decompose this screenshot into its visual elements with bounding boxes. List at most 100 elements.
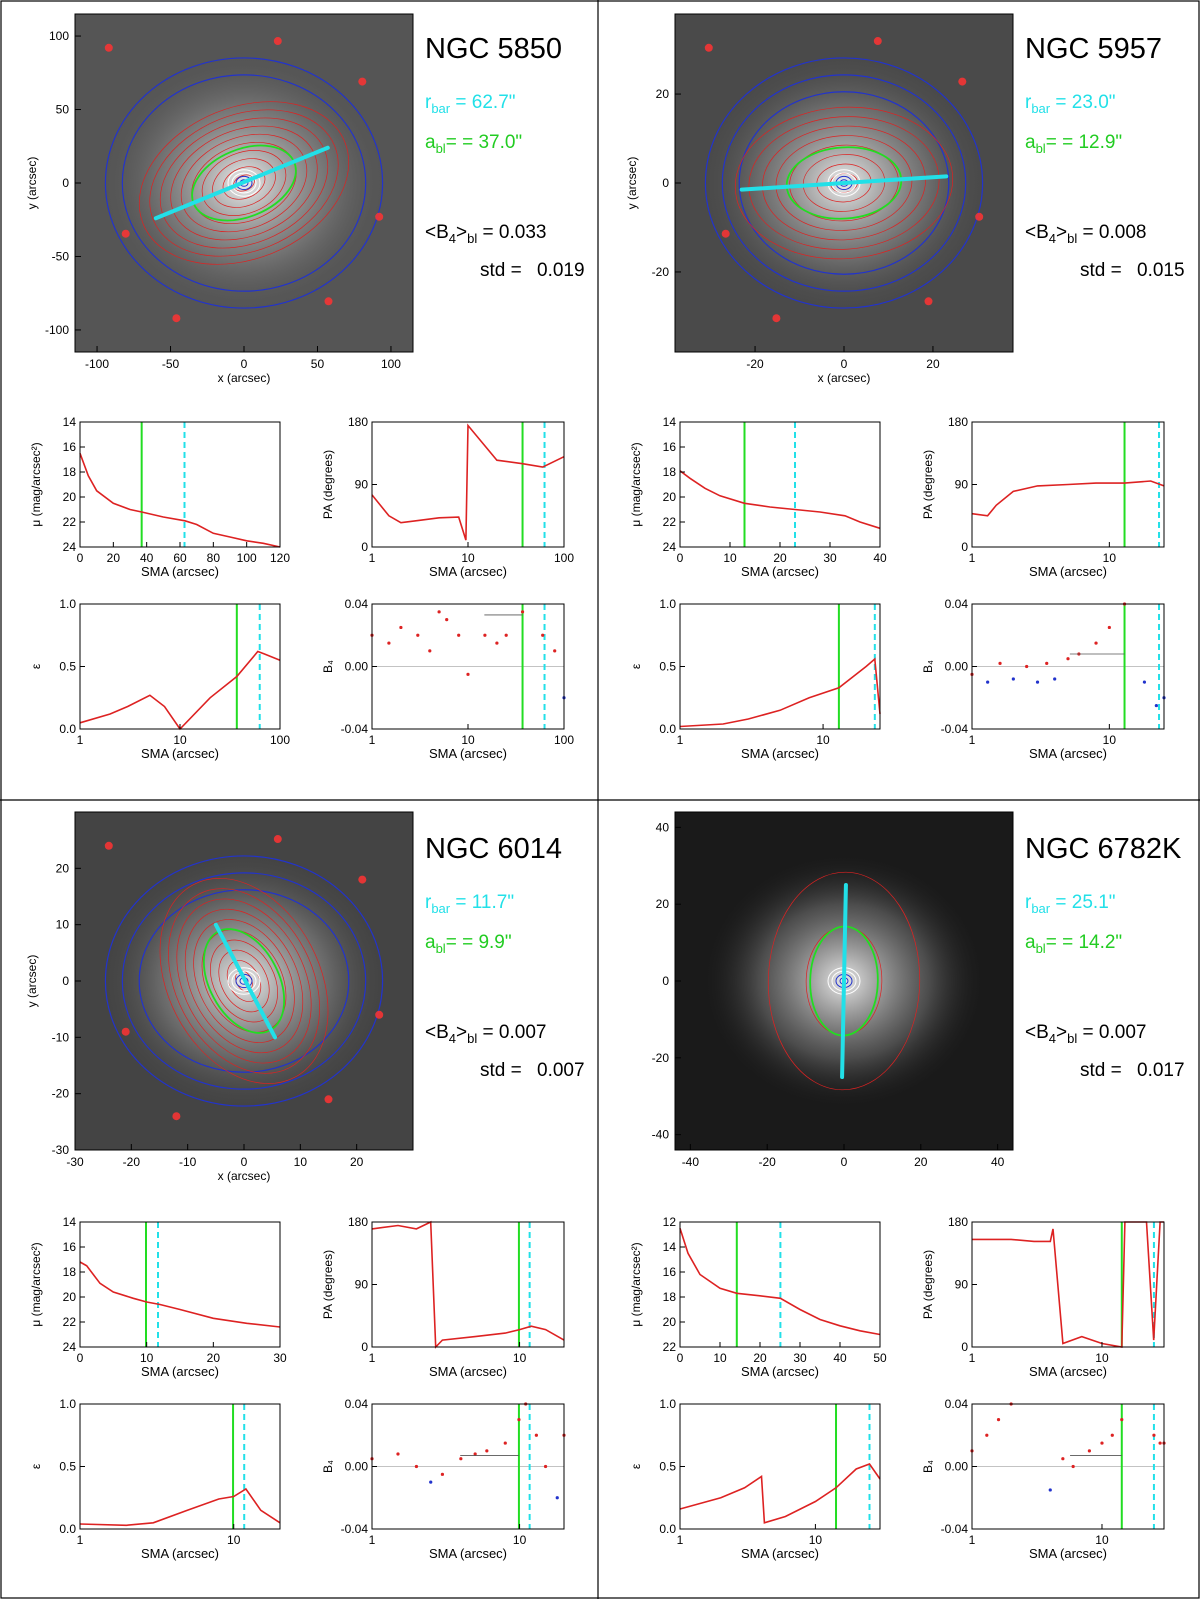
y-tick-label: -100	[45, 323, 69, 337]
rbar-text: r	[425, 892, 432, 913]
y-tick-label: 0.5	[659, 660, 676, 674]
x-tick-label: -20	[123, 1155, 141, 1169]
rbar-value: = 11.7"	[450, 892, 514, 913]
y-tick-label: 0	[62, 176, 69, 190]
star	[324, 297, 333, 306]
x-tick-label: 10	[816, 733, 830, 747]
b4-mean-text: <B4>bl = 0.007	[425, 1022, 546, 1046]
pa-series-line	[371, 423, 565, 541]
abl-text: a	[425, 132, 436, 153]
y-tick-label: 24	[63, 1340, 77, 1354]
x-tick-label: 40	[873, 551, 887, 565]
y-tick-label: 14	[663, 415, 677, 429]
b4-point	[437, 610, 441, 614]
b4-point	[998, 661, 1002, 665]
x-tick-label: 100	[554, 733, 574, 747]
core-contour	[231, 970, 257, 992]
y-tick-label: 180	[348, 1215, 368, 1229]
b4-sub4: 4	[449, 231, 456, 246]
blue-contour	[138, 889, 350, 1073]
rbar-text: rbar = 62.7"	[425, 92, 516, 116]
x-axis-label: SMA (arcsec)	[141, 746, 219, 761]
abl-value: = = 14.2"	[1046, 932, 1122, 953]
y-tick-label: 50	[56, 103, 70, 117]
x-tick-label: 1	[969, 733, 976, 747]
mu-series-line	[79, 453, 281, 548]
eps-series-line	[79, 650, 281, 731]
y-tick-label: 20	[663, 1315, 677, 1329]
abl-value: = = 37.0"	[446, 132, 522, 153]
eps-profile-plot: 1 10 100 1.0 0.5 0.0 SMA (arcsec) ε	[29, 597, 290, 761]
y-tick-label: 24	[663, 540, 677, 554]
y-axis-label: B₄	[921, 660, 935, 673]
pa-profile-plot: 1 10 180 90 0 SMA (arcsec) PA (degrees)	[321, 1215, 565, 1379]
x-axis-label: SMA (arcsec)	[741, 746, 819, 761]
plot-frame	[971, 1221, 1165, 1348]
rbar-value: = 25.1"	[1050, 892, 1115, 913]
y-tick-label: 20	[656, 897, 670, 911]
y-tick-label: 0	[361, 1340, 368, 1354]
blue-contour	[104, 855, 384, 1107]
x-tick-label: 40	[140, 551, 154, 565]
x-tick-label: 1	[369, 733, 376, 747]
x-tick-label: 0	[677, 551, 684, 565]
x-tick-label: 60	[173, 551, 187, 565]
b4-point	[414, 1464, 419, 1469]
blue-contour	[721, 74, 967, 292]
b4-value: = 0.033	[477, 222, 546, 243]
x-tick-label: 10	[1095, 1351, 1109, 1365]
std-value: 0.007	[537, 1060, 585, 1081]
core-contour	[231, 172, 257, 194]
b4-point	[429, 1480, 433, 1484]
x-tick-label: 10	[1095, 1533, 1109, 1547]
y-tick-label: 90	[955, 478, 969, 492]
x-axis-label: SMA (arcsec)	[429, 564, 507, 579]
b4-value: = 0.007	[1077, 1022, 1146, 1043]
x-tick-label: 1	[969, 1351, 976, 1365]
x-tick-label: -50	[162, 357, 180, 371]
std-value: 0.015	[1137, 260, 1185, 281]
x-axis-label: SMA (arcsec)	[1029, 1364, 1107, 1379]
red-contour	[734, 106, 954, 260]
star	[104, 841, 113, 850]
b4-point	[466, 672, 470, 676]
y-tick-label: -30	[52, 1143, 70, 1157]
b4-point	[503, 1441, 507, 1445]
y-tick-label: 0.0	[59, 1522, 76, 1536]
rbar-text: rbar = 11.7"	[425, 892, 514, 916]
b4-point	[504, 633, 508, 637]
abl-value: = = 12.9"	[1046, 132, 1122, 153]
b4-sub4: 4	[1049, 1031, 1056, 1046]
y-axis-label: y (arcsec)	[25, 955, 39, 1008]
y-axis-label: μ (mag/arcsec²)	[629, 1242, 643, 1326]
y-tick-label: 0	[662, 974, 669, 988]
y-axis-label: B₄	[321, 1460, 335, 1473]
b4-sub4: 4	[449, 1031, 456, 1046]
eps-series-line	[679, 1463, 881, 1524]
plot-frame	[679, 1221, 881, 1348]
star	[273, 835, 282, 844]
star	[375, 1010, 384, 1019]
y-tick-label: 20	[63, 490, 77, 504]
galaxy-name: NGC 6014	[425, 833, 562, 865]
abl-text: abl= = 9.9"	[425, 932, 512, 956]
y-axis-label: PA (degrees)	[321, 450, 335, 519]
galaxy-image: -30 -20 -10 0 10 20 20 10 0 -10 -20 -30 x (arcsec) y …	[25, 811, 414, 1183]
x-axis-label: SMA (arcsec)	[141, 1364, 219, 1379]
mu-profile-plot: 0 10 20 30 40 50 12 14 16 18 20 22 SMA (arcsec) μ (ma…	[629, 1215, 887, 1379]
eps-profile-plot: 1 10 1.0 0.5 0.0 SMA (arcsec) ε	[629, 597, 881, 761]
x-axis-label: x (arcsec)	[218, 1169, 271, 1183]
x-tick-label: 0	[241, 1155, 248, 1169]
b4-point	[396, 1452, 400, 1456]
rbar-sub: bar	[431, 101, 450, 116]
y-tick-label: 0.00	[945, 1460, 969, 1474]
y-tick-label: 0.5	[659, 1460, 676, 1474]
x-tick-label: 20	[753, 1351, 767, 1365]
y-tick-label: 180	[348, 415, 368, 429]
b4-point	[1100, 1441, 1104, 1445]
rbar-value: = 23.0"	[1050, 92, 1115, 113]
b4-close: >	[456, 1022, 467, 1043]
